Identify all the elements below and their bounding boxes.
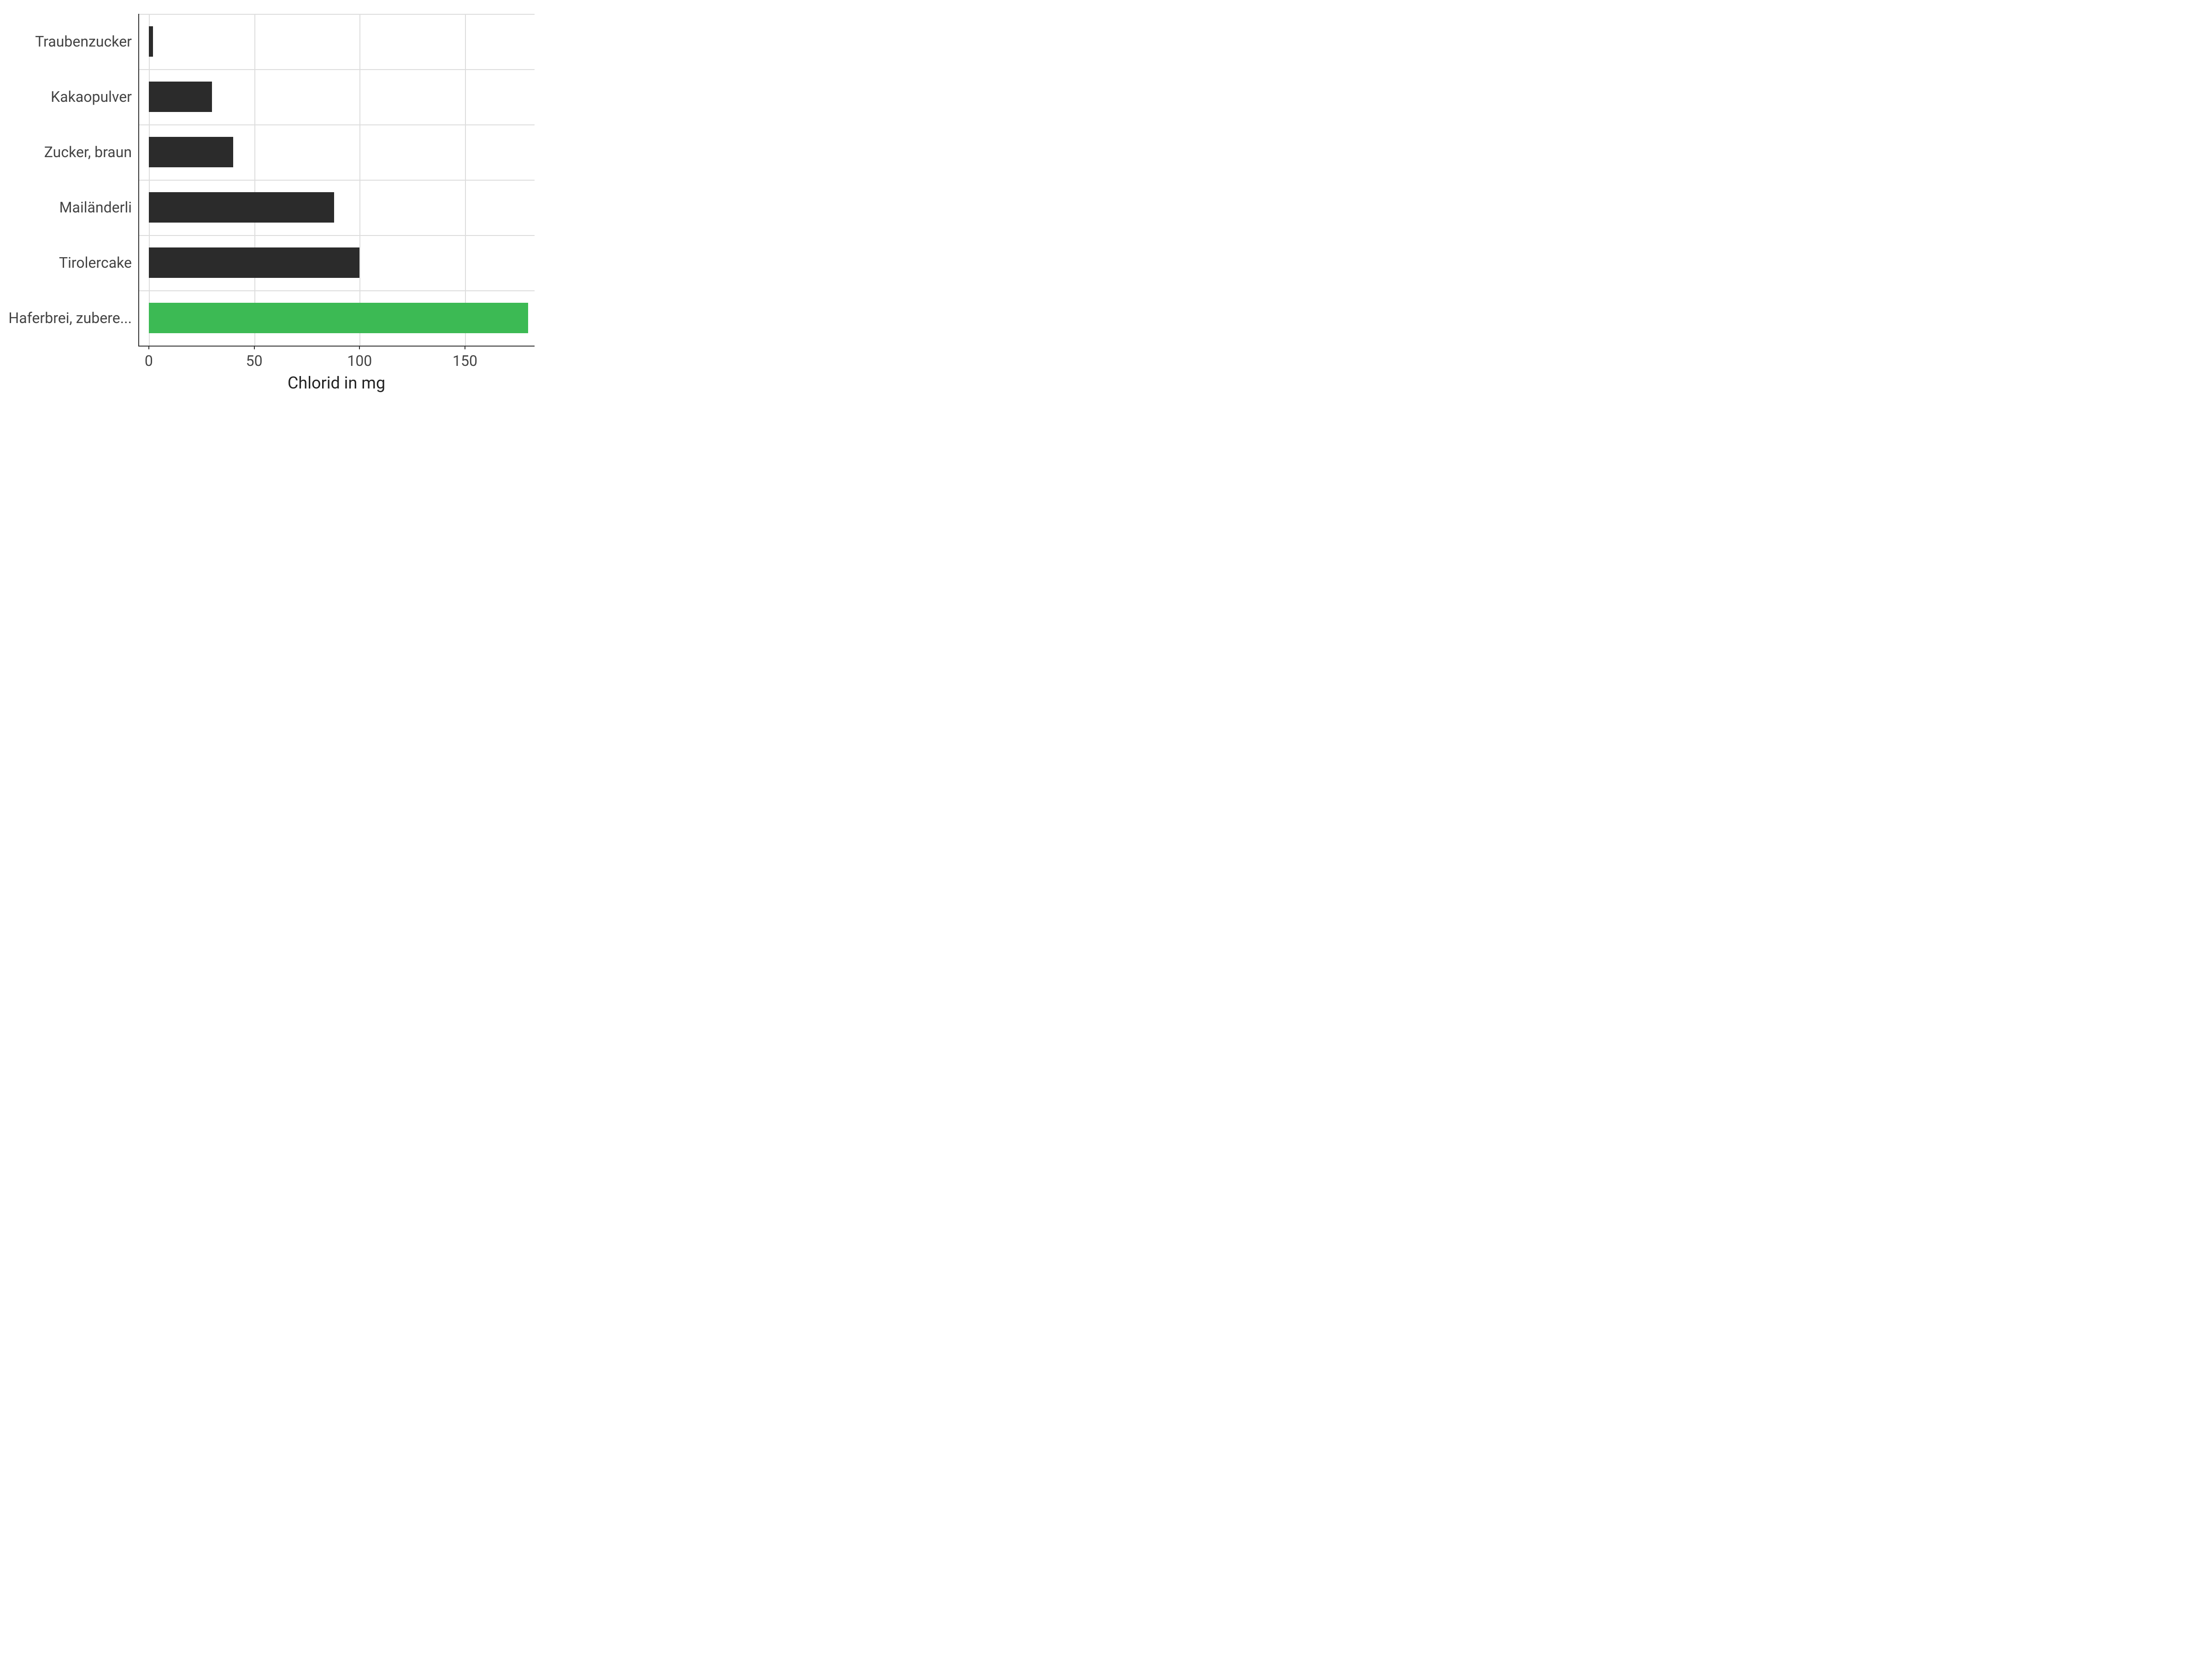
gridline-horizontal	[138, 235, 535, 236]
y-tick-label: Kakaopulver	[51, 88, 132, 106]
y-tick-label: Mailänderli	[59, 199, 132, 216]
y-axis-line	[138, 14, 139, 346]
plot-area	[138, 14, 535, 346]
bar	[149, 137, 233, 167]
y-tick-label: Haferbrei, zubere...	[8, 309, 132, 327]
gridline-horizontal	[138, 124, 535, 125]
gridline-horizontal	[138, 290, 535, 291]
bar	[149, 247, 359, 278]
x-axis-line	[138, 346, 535, 347]
x-tick-label: 0	[145, 352, 153, 370]
y-tick-label: Tirolercake	[59, 254, 132, 271]
gridline-horizontal	[138, 69, 535, 70]
y-tick-label: Traubenzucker	[35, 33, 132, 50]
y-tick-label: Zucker, braun	[44, 143, 132, 161]
x-axis-title: Chlorid in mg	[288, 373, 385, 393]
bar	[149, 26, 153, 57]
chloride-bar-chart: Traubenzucker Kakaopulver Zucker, braun Mai…	[0, 0, 553, 415]
x-tick-label: 50	[246, 352, 263, 370]
x-tick-mark	[359, 346, 360, 349]
gridline-horizontal	[138, 14, 535, 15]
bar	[149, 192, 335, 223]
x-tick-label: 100	[347, 352, 372, 370]
bar	[149, 82, 212, 112]
bar	[149, 303, 528, 333]
gridline-horizontal	[138, 180, 535, 181]
x-tick-label: 150	[453, 352, 477, 370]
x-tick-mark	[148, 346, 149, 349]
x-tick-mark	[254, 346, 255, 349]
